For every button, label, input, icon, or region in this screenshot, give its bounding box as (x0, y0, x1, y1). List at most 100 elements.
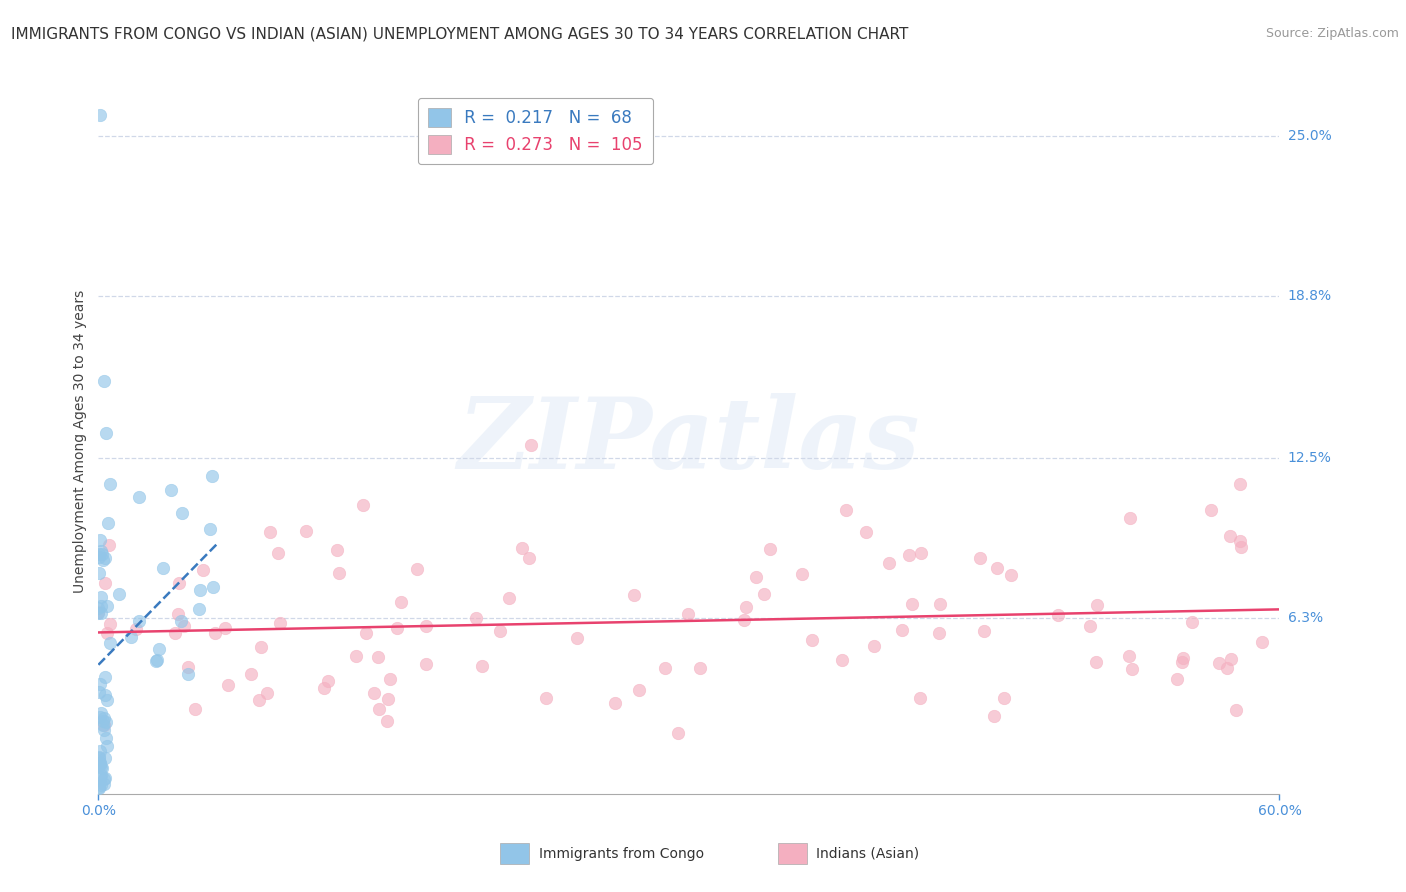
Point (87, 781, 110, 796)
Point (471, 658, 494, 673)
Point (128, 490, 150, 504)
Point (344, 649, 367, 664)
Point (128, 614, 150, 628)
Point (89, 566, 111, 581)
Point (87, 607, 110, 621)
Point (415, 657, 437, 671)
Point (1078, 618, 1101, 632)
Point (89, 547, 111, 561)
Point (367, 650, 389, 665)
Point (217, 678, 239, 692)
Point (1181, 615, 1204, 629)
Point (628, 682, 651, 697)
Point (536, 691, 558, 706)
Point (1171, 655, 1194, 669)
Point (676, 607, 699, 621)
Point (316, 674, 339, 689)
Text: ZIPatlas: ZIPatlas (458, 393, 920, 490)
Point (405, 562, 427, 576)
Point (259, 524, 281, 539)
Point (1229, 540, 1251, 554)
Point (90, 543, 112, 558)
Text: IMMIGRANTS FROM CONGO VS INDIAN (ASIAN) UNEMPLOYMENT AMONG AGES 30 TO 34 YEARS C: IMMIGRANTS FROM CONGO VS INDIAN (ASIAN) … (11, 27, 908, 42)
Point (415, 619, 437, 633)
Point (368, 702, 391, 716)
Point (96, 731, 118, 746)
Point (89, 685, 111, 699)
Point (1085, 599, 1108, 613)
Point (1118, 648, 1140, 663)
Point (120, 630, 142, 644)
Legend:  R =  0.217   N =  68,  R =  0.273   N =  105: R = 0.217 N = 68, R = 0.273 N = 105 (418, 97, 652, 164)
Point (173, 618, 195, 632)
Point (96, 599, 118, 613)
Point (165, 625, 187, 640)
Point (1000, 567, 1022, 582)
FancyBboxPatch shape (501, 843, 530, 864)
Point (94, 670, 117, 684)
Point (1047, 607, 1070, 622)
Point (375, 714, 398, 728)
Point (90, 590, 112, 604)
Point (94, 689, 117, 703)
Point (89, 744, 111, 758)
Point (191, 563, 214, 577)
Point (94, 771, 117, 785)
Point (93, 374, 115, 388)
Point (801, 632, 824, 647)
Point (90, 599, 112, 614)
Point (159, 483, 181, 497)
Point (89, 756, 111, 771)
Text: Indians (Asian): Indians (Asian) (817, 847, 920, 861)
Y-axis label: Unemployment Among Ages 30 to 34 years: Unemployment Among Ages 30 to 34 years (73, 290, 87, 593)
Point (519, 551, 541, 566)
Point (93, 576, 115, 591)
Point (969, 551, 991, 566)
Point (1119, 510, 1142, 524)
Point (249, 693, 271, 707)
Point (759, 541, 782, 556)
Point (890, 623, 912, 637)
Point (152, 560, 174, 574)
Point (89, 108, 111, 122)
Point (96, 739, 118, 753)
Point (93, 718, 115, 732)
Point (1216, 661, 1239, 675)
Point (267, 546, 290, 560)
Point (389, 595, 412, 609)
Point (87, 550, 110, 565)
Point (1166, 672, 1188, 686)
Point (928, 597, 950, 611)
Point (489, 624, 512, 638)
Point (325, 542, 347, 557)
Point (877, 556, 900, 570)
Point (986, 561, 1008, 575)
Point (90, 761, 112, 775)
Point (689, 661, 711, 675)
Point (1220, 651, 1243, 665)
Point (239, 667, 262, 681)
Point (93, 711, 115, 725)
Point (201, 580, 224, 594)
Point (188, 583, 211, 598)
Point (835, 503, 858, 517)
Point (1084, 655, 1107, 669)
Point (910, 546, 932, 560)
Point (93, 777, 115, 791)
Point (520, 438, 543, 452)
Point (354, 626, 377, 640)
Point (1199, 503, 1222, 517)
Point (200, 522, 222, 536)
Point (1121, 662, 1143, 676)
Point (603, 697, 626, 711)
Point (97, 516, 120, 530)
Point (96, 693, 118, 707)
Point (378, 673, 401, 687)
Point (623, 588, 645, 602)
Point (90, 768, 112, 782)
Point (1208, 656, 1230, 670)
Point (108, 587, 131, 601)
Point (363, 686, 385, 700)
Point (91, 553, 114, 567)
FancyBboxPatch shape (778, 843, 807, 864)
